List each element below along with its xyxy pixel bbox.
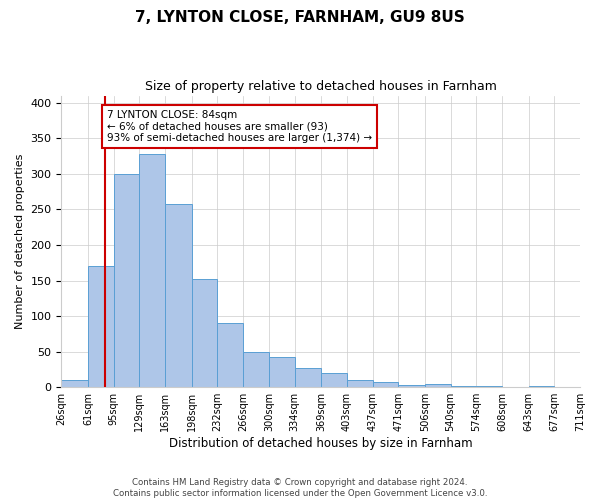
- Bar: [321, 373, 347, 387]
- Bar: [113, 174, 139, 387]
- Bar: [451, 386, 476, 387]
- Bar: [191, 279, 217, 387]
- Bar: [139, 154, 165, 387]
- Text: 7 LYNTON CLOSE: 84sqm
← 6% of detached houses are smaller (93)
93% of semi-detac: 7 LYNTON CLOSE: 84sqm ← 6% of detached h…: [107, 110, 372, 143]
- Bar: [476, 386, 502, 387]
- Y-axis label: Number of detached properties: Number of detached properties: [15, 154, 25, 329]
- Bar: [243, 352, 269, 387]
- Bar: [217, 323, 243, 387]
- Bar: [165, 204, 191, 387]
- Bar: [88, 266, 113, 387]
- Bar: [373, 382, 398, 387]
- Bar: [529, 386, 554, 387]
- Title: Size of property relative to detached houses in Farnham: Size of property relative to detached ho…: [145, 80, 497, 93]
- Bar: [347, 380, 373, 387]
- Text: 7, LYNTON CLOSE, FARNHAM, GU9 8US: 7, LYNTON CLOSE, FARNHAM, GU9 8US: [135, 10, 465, 25]
- Text: Contains HM Land Registry data © Crown copyright and database right 2024.
Contai: Contains HM Land Registry data © Crown c…: [113, 478, 487, 498]
- Bar: [398, 385, 425, 387]
- Bar: [295, 368, 321, 387]
- Bar: [269, 356, 295, 387]
- Bar: [425, 384, 451, 387]
- Bar: [61, 380, 88, 387]
- X-axis label: Distribution of detached houses by size in Farnham: Distribution of detached houses by size …: [169, 437, 473, 450]
